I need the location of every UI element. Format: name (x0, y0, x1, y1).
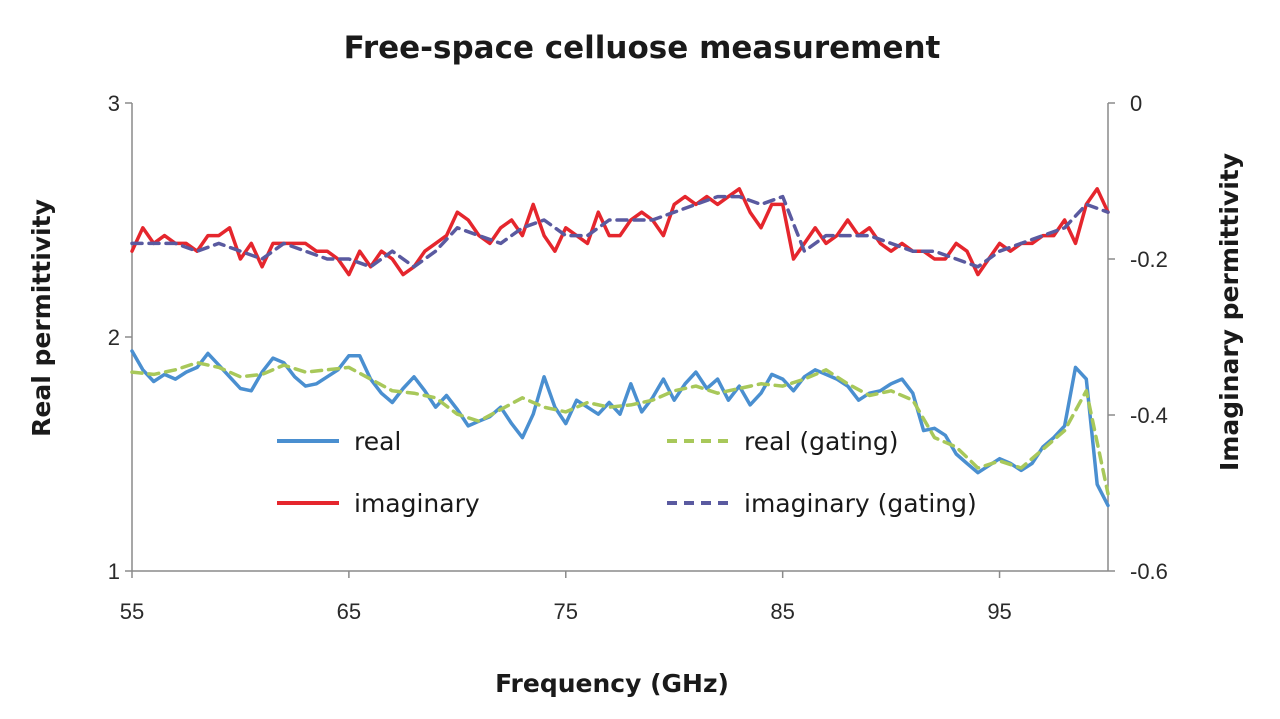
y2-tick-label: 0 (1130, 91, 1142, 116)
series-lines (130, 187, 1110, 508)
y2-axis-title: Imaginary permittivity (1215, 153, 1244, 471)
y-tick-label: 3 (108, 91, 120, 116)
y2-tick-label: -0.2 (1130, 247, 1168, 272)
legend-label-real-gating: real (gating) (744, 427, 898, 456)
x-tick-label: 95 (987, 599, 1011, 624)
y2-tick-label: -0.6 (1130, 559, 1168, 584)
chart-title: Free-space celluose measurement (344, 30, 941, 66)
series-line-imaginary (130, 187, 1110, 277)
legend: real real (gating) imaginary imaginary (gat… (277, 427, 977, 518)
x-tick-label: 65 (337, 599, 361, 624)
series-line-imaginary-gating (130, 194, 1110, 269)
series-line-real (130, 349, 1110, 508)
y2-tick-label: -0.4 (1130, 403, 1168, 428)
x-tick-label: 75 (554, 599, 578, 624)
x-axis-title: Frequency (GHz) (495, 669, 729, 698)
axes: 55 65 75 85 95 1 2 3 -0.6 -0.4 -0.2 0 (108, 91, 1168, 624)
y-tick-label: 2 (108, 325, 120, 350)
series-line-real-gating (130, 360, 1110, 496)
y-axis-title: Real permittivity (27, 199, 56, 437)
x-tick-label: 55 (120, 599, 144, 624)
legend-label-real: real (354, 427, 401, 456)
x-tick-label: 85 (770, 599, 794, 624)
legend-label-imaginary: imaginary (354, 489, 480, 518)
y-tick-label: 1 (108, 559, 120, 584)
legend-label-imaginary-gating: imaginary (gating) (744, 489, 977, 518)
